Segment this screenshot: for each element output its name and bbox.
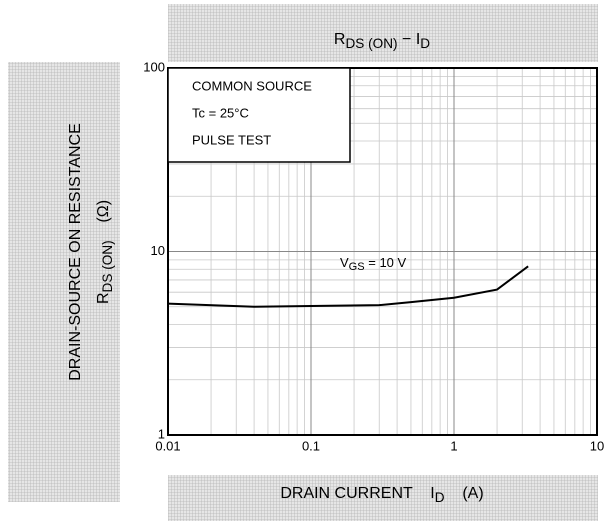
x-tick-label: 0.01 — [155, 438, 180, 453]
y-tick-label: 10 — [151, 243, 165, 258]
y-axis-label-part: R — [95, 292, 112, 304]
series-line — [167, 265, 529, 308]
chart-title: RDS (ON) − ID — [334, 31, 430, 51]
y-axis-label: DRAIN-SOURCE ON RESISTANCE — [67, 123, 84, 381]
marks — [167, 265, 529, 308]
annotation: VGS = 10 V — [340, 255, 407, 273]
x-tick-label: 10 — [590, 438, 604, 453]
x-label-background — [168, 475, 598, 521]
legend-box — [167, 67, 351, 163]
y-axis-label: RDS (ON) (Ω) — [95, 200, 115, 304]
plot-frame — [167, 67, 598, 436]
y-label-background — [8, 62, 120, 502]
annotation-part: = 10 V — [365, 255, 407, 270]
y-axis-label-part: DS (ON) — [100, 240, 115, 292]
x-axis-label-part: D — [435, 490, 445, 505]
x-tick-label: 0.1 — [302, 438, 320, 453]
x-axis-label-part: (A) — [445, 485, 484, 502]
title-background — [168, 4, 598, 62]
y-tick-label: 100 — [143, 59, 165, 74]
x-axis-label: DRAIN CURRENT ID (A) — [280, 485, 483, 505]
legend-box-text: Tc = 25°C — [192, 105, 249, 120]
x-axis-label-part: DRAIN CURRENT I — [280, 485, 434, 502]
chart-title-part: − I — [398, 31, 421, 48]
y-axis-label-part: (Ω) — [95, 200, 112, 240]
legend-box-text: COMMON SOURCE — [192, 78, 312, 93]
chart-title-part: D — [420, 36, 430, 51]
x-tick-label: 1 — [450, 438, 457, 453]
annotation-part: V — [340, 255, 349, 270]
annotation-part: GS — [349, 261, 365, 273]
legend-box-text: PULSE TEST — [192, 132, 271, 147]
chart-title-part: DS (ON) — [345, 36, 397, 51]
y-axis-label-part: DRAIN-SOURCE ON RESISTANCE — [67, 123, 84, 381]
y-tick-label: 1 — [158, 426, 165, 441]
chart-title-part: R — [334, 31, 346, 48]
